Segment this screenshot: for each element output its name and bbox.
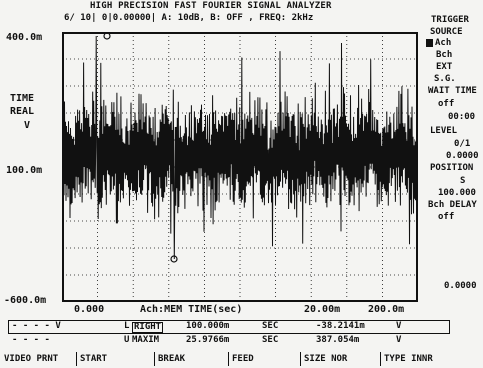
y-axis-bottom-label: -600.0m (4, 295, 47, 306)
softkey-type[interactable]: TYPE INNR (384, 354, 433, 364)
cursor-max-label[interactable]: MAXIM (132, 335, 160, 345)
softkey-feed[interactable]: FEED (232, 354, 254, 364)
cursor-max-time-unit: SEC (262, 335, 279, 345)
analyzer-title: HIGH PRECISION FAST FOURIER SIGNAL ANALY… (90, 1, 332, 11)
softkey-divider-4 (300, 352, 301, 366)
bch-delay-value[interactable]: 0.0000 (444, 281, 477, 291)
trigger-level-fraction: 0/1 (454, 139, 471, 149)
cursor-max-voltage: 387.054m (316, 335, 360, 345)
wait-time-value: 00:00 (448, 112, 476, 122)
cursor-right-time-unit: SEC (262, 321, 279, 331)
softkey-divider-1 (76, 352, 77, 366)
cursor-right-time: 100.000m (186, 321, 230, 331)
cursor-marker-max[interactable] (103, 32, 111, 40)
cursor-marker-min[interactable] (170, 255, 178, 263)
trigger-level-value[interactable]: 0.0000 (446, 151, 479, 161)
selected-indicator-icon (426, 39, 433, 47)
wait-time-state[interactable]: off (438, 99, 455, 109)
softkey-start[interactable]: START (80, 354, 108, 364)
x-axis-start-label: 0.000 (74, 304, 105, 315)
trigger-source-ach[interactable]: Ach (435, 38, 452, 48)
trigger-menu-title: TRIGGER (431, 15, 469, 25)
cursor-max-time: 25.9766m (186, 335, 230, 345)
bch-delay-state[interactable]: off (438, 212, 455, 222)
softkey-size[interactable]: SIZE NOR (304, 354, 348, 364)
y-axis-top-label: 400.0m (6, 32, 43, 43)
y-axis-title-line2: REAL (10, 106, 35, 117)
x-axis-span-label: 20.00m (304, 304, 341, 315)
cursor-right-label[interactable]: RIGHT (132, 322, 164, 333)
softkey-video-print[interactable]: VIDEO PRNT (4, 354, 59, 364)
signal-trace (63, 35, 417, 260)
trigger-level-label: LEVEL (430, 126, 458, 136)
cursor-max-voltage-unit: V (396, 335, 402, 345)
softkey-divider-3 (228, 352, 229, 366)
trigger-source-label: SOURCE (430, 27, 463, 37)
bch-delay-label: Bch DELAY (428, 200, 477, 210)
measurement-info: 6/ 10| 0|0.00000| A: 10dB, B: OFF , FREQ… (64, 13, 314, 23)
readout-row2-mark: U (124, 335, 130, 345)
readout-row1-left: - - - - V (12, 321, 61, 331)
trigger-position-label: POSITION (430, 163, 474, 173)
trigger-source-sg[interactable]: S.G. (434, 74, 456, 84)
trigger-source-ext[interactable]: EXT (436, 62, 453, 72)
cursor-right-voltage-unit: V (396, 321, 402, 331)
softkey-divider-2 (154, 352, 155, 366)
readout-row1-mark: L (124, 321, 130, 331)
x-axis-title: Ach:MEM TIME(sec) (140, 304, 243, 315)
readout-row2-left: - - - - (12, 335, 50, 345)
softkey-break[interactable]: BREAK (158, 354, 186, 364)
y-axis-title-line3: V (24, 120, 31, 131)
trigger-source-bch[interactable]: Bch (436, 50, 453, 60)
cursor-right-voltage: -38.2141m (316, 321, 365, 331)
y-axis-title-line1: TIME (10, 93, 35, 104)
wait-time-label: WAIT TIME (428, 86, 477, 96)
trigger-position-unit: S (460, 176, 466, 186)
x-axis-end-label: 200.0m (368, 304, 405, 315)
readout-row-1 (8, 320, 450, 334)
y-axis-mid-label: 100.0m (6, 165, 43, 176)
softkey-divider-5 (380, 352, 381, 366)
trigger-position-value[interactable]: 100.000 (438, 188, 476, 198)
waveform-plot[interactable] (62, 32, 418, 302)
